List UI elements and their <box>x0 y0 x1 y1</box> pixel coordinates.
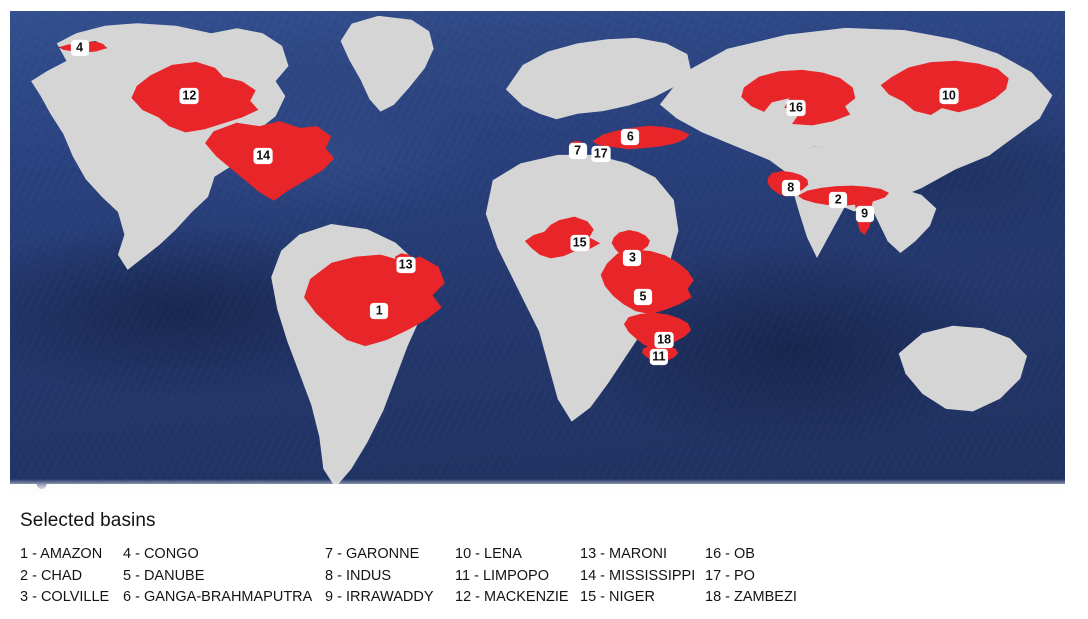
legend-item: 18 - ZAMBEZI <box>705 589 797 605</box>
legend-column-2: 4 - CONGO 5 - DANUBE 6 - GANGA-BRAHMAPUT… <box>123 544 312 609</box>
legend-item: 5 - DANUBE <box>123 567 205 584</box>
legend-item: 3 - COLVILLE <box>20 589 110 605</box>
basin-marker-6[interactable]: 6 <box>621 129 639 145</box>
legend-item: 14 - MISSISSIPPI <box>580 567 696 584</box>
basin-polygon-ganga-brahmaputra[interactable] <box>592 125 690 150</box>
basin-marker-8[interactable]: 8 <box>782 180 800 196</box>
legend-column-4: 10 - LENA 11 - LIMPOPO 12 - MACKENZIE <box>455 544 569 609</box>
basin-marker-2[interactable]: 2 <box>829 192 847 208</box>
antarctic-ice-edge <box>10 479 1065 495</box>
legend-column-6: 16 - OB 17 - PO 18 - ZAMBEZI <box>705 544 797 609</box>
legend-title: Selected basins <box>20 510 156 531</box>
legend-item: 15 - NIGER <box>580 589 655 605</box>
legend-item: 11 - LIMPOPO <box>455 567 550 584</box>
legend-column-1: 1 - AMAZON 2 - CHAD 3 - COLVILLE <box>20 544 109 609</box>
legend-item: 7 - GARONNE <box>325 546 420 562</box>
basin-marker-13[interactable]: 13 <box>396 257 415 273</box>
legend-item: 4 - CONGO <box>123 546 199 562</box>
basin-marker-5[interactable]: 5 <box>634 289 652 305</box>
legend-column-5: 13 - MARONI 14 - MISSISSIPPI 15 - NIGER <box>580 544 695 609</box>
basin-marker-3[interactable]: 3 <box>623 250 641 266</box>
basin-marker-17[interactable]: 17 <box>591 146 610 162</box>
basin-marker-10[interactable]: 10 <box>939 88 958 104</box>
legend-item: 1 - AMAZON <box>20 546 103 562</box>
legend-item: 9 - IRRAWADDY <box>325 589 434 605</box>
legend: Selected basins 1 - AMAZON 2 - CHAD 3 - … <box>10 505 1078 615</box>
world-map: 1 2 3 4 5 6 7 8 9 10 11 12 13 14 15 16 1… <box>10 11 1065 495</box>
legend-item: 10 - LENA <box>455 546 522 562</box>
basin-marker-11[interactable]: 11 <box>650 349 668 365</box>
basin-marker-14[interactable]: 14 <box>254 148 273 164</box>
legend-item: 12 - MACKENZIE <box>455 589 569 605</box>
basin-marker-18[interactable]: 18 <box>655 332 674 348</box>
legend-item: 13 - MARONI <box>580 546 668 562</box>
basin-marker-1[interactable]: 1 <box>370 303 388 319</box>
basin-marker-9[interactable]: 9 <box>856 206 874 222</box>
legend-column-3: 7 - GARONNE 8 - INDUS 9 - IRRAWADDY <box>325 544 434 609</box>
legend-item: 2 - CHAD <box>20 567 83 584</box>
basin-marker-7[interactable]: 7 <box>569 143 587 159</box>
basin-marker-16[interactable]: 16 <box>787 100 805 116</box>
legend-item: 6 - GANGA-BRAHMAPUTRA <box>123 589 313 605</box>
legend-item: 16 - OB <box>705 546 755 562</box>
legend-item: 17 - PO <box>705 567 755 584</box>
basin-marker-4[interactable]: 4 <box>71 40 89 56</box>
basin-marker-15[interactable]: 15 <box>570 235 589 251</box>
legend-item: 8 - INDUS <box>325 567 392 584</box>
basin-marker-12[interactable]: 12 <box>180 88 199 104</box>
